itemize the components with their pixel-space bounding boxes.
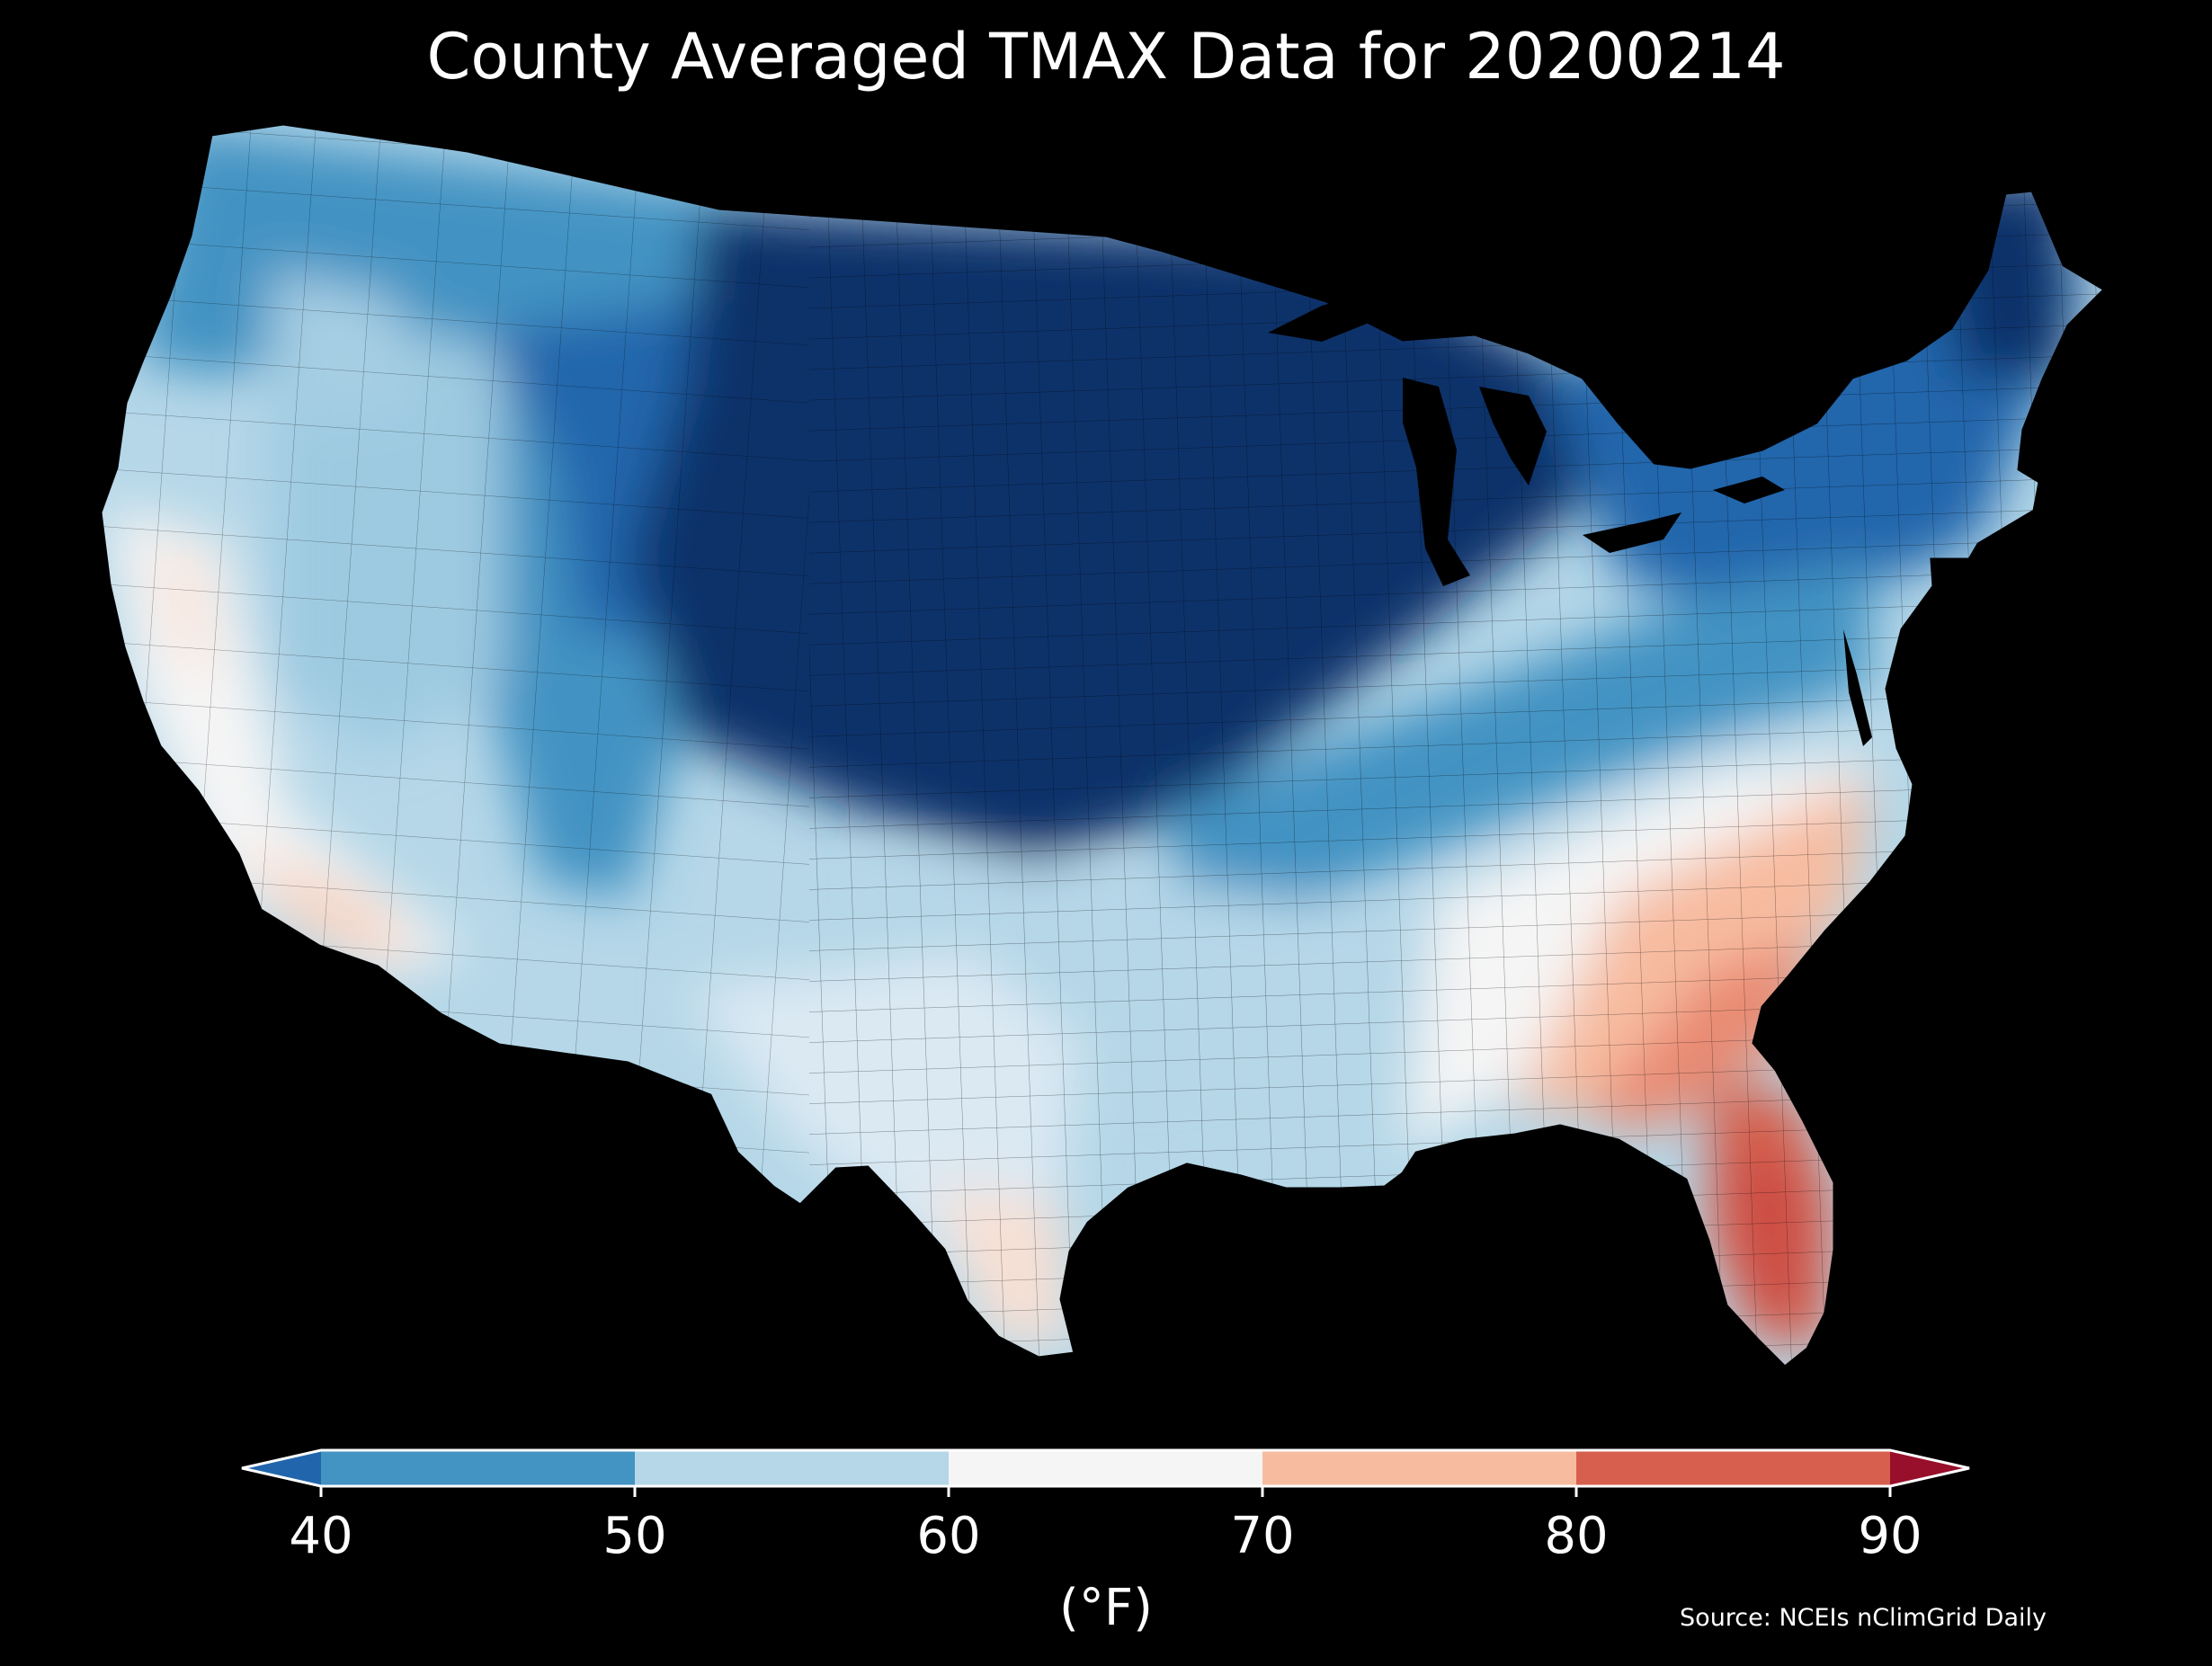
colorbar-tick-label: 60 bbox=[916, 1507, 981, 1565]
colorbar-over-arrow bbox=[1890, 1450, 1969, 1486]
colorbar-segment bbox=[1262, 1450, 1576, 1486]
colorbar-segment bbox=[321, 1450, 635, 1486]
colorbar-segment bbox=[949, 1450, 1262, 1486]
colorbar-segment bbox=[635, 1450, 949, 1486]
colorbar-tick-label: 90 bbox=[1858, 1507, 1922, 1565]
map-title: County Averaged TMAX Data for 20200214 bbox=[426, 20, 1786, 94]
colorbar-segment bbox=[1576, 1450, 1890, 1486]
source-note: Source: NCEIs nClimGrid Daily bbox=[1680, 1604, 2047, 1632]
colorbar-tick-label: 70 bbox=[1230, 1507, 1295, 1565]
colorbar-under-arrow bbox=[242, 1450, 321, 1486]
us-border bbox=[99, 122, 2107, 1369]
colorbar-tick-label: 80 bbox=[1544, 1507, 1609, 1565]
great-lakes bbox=[1268, 288, 1872, 746]
colorbar-tick-label: 50 bbox=[602, 1507, 667, 1565]
colorbar-unit-label: (°F) bbox=[1059, 1579, 1153, 1637]
colorbar-tick-label: 40 bbox=[289, 1507, 353, 1565]
